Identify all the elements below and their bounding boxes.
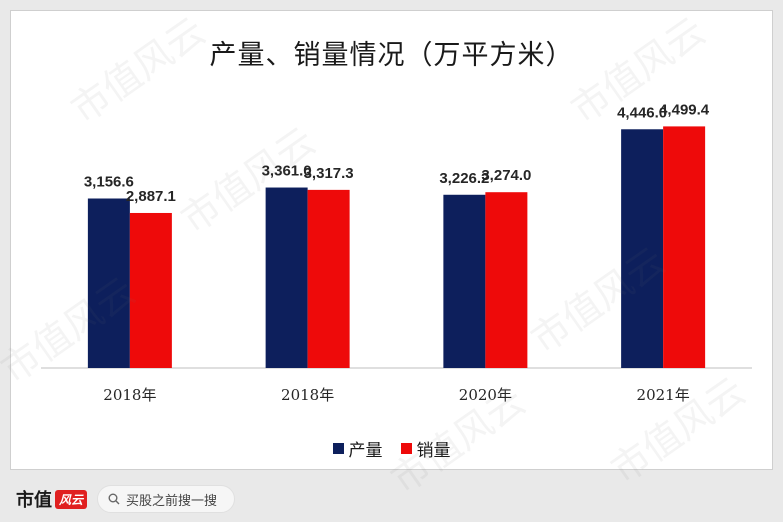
x-tick-label: 2018年 — [103, 386, 156, 404]
brand-logo: 市值 风云 — [16, 486, 88, 512]
data-label-sales: 3,317.3 — [304, 165, 354, 182]
data-label-sales: 3,274.0 — [481, 167, 531, 184]
legend-item-production: 产量 — [332, 436, 383, 461]
chart-card: 产量、销量情况（万平方米） 3,156.6 2,887.1 2018年 3,361.0… — [10, 10, 773, 470]
brand-logo-mark: 风云 — [55, 489, 88, 509]
x-tick-label: 2021年 — [637, 386, 690, 404]
bar-production — [265, 187, 308, 368]
bar-chart: 3,156.62,887.1 2018年 3,361.03,317.3 2018年 3,… — [41, 101, 752, 404]
chart-legend: 产量 销量 — [11, 436, 772, 461]
data-label-production: 3,156.6 — [84, 174, 134, 191]
legend-swatch-sales — [400, 443, 412, 454]
x-tick-label: 2018年 — [281, 386, 334, 404]
bar-production — [443, 194, 486, 368]
data-label-production: 3,226.2 — [439, 170, 489, 187]
x-tick-label: 2020年 — [459, 386, 512, 404]
search-icon — [108, 493, 120, 505]
bar-sales — [485, 192, 528, 368]
chart-title: 产量、销量情况（万平方米） — [209, 40, 574, 71]
data-label-production: 3,361.0 — [262, 163, 312, 180]
legend-label-sales: 销量 — [416, 441, 451, 461]
bar-production — [621, 129, 664, 368]
search-bar[interactable]: 买股之前搜一搜 — [97, 485, 236, 513]
data-label-sales: 4,499.4 — [659, 101, 710, 118]
data-label-production: 4,446.0 — [617, 104, 667, 121]
bar-production — [87, 198, 130, 368]
bar-sales — [307, 189, 350, 368]
bar-sales — [129, 212, 172, 368]
data-label-sales: 2,887.1 — [126, 188, 176, 205]
brand-name: 市值 — [16, 490, 52, 511]
legend-swatch-production — [332, 443, 344, 454]
search-placeholder: 买股之前搜一搜 — [126, 493, 218, 509]
legend-item-sales: 销量 — [400, 436, 451, 461]
footer: 市值 风云 买股之前搜一搜 — [0, 476, 783, 522]
legend-label-production: 产量 — [348, 441, 383, 461]
bar-sales — [663, 126, 706, 368]
